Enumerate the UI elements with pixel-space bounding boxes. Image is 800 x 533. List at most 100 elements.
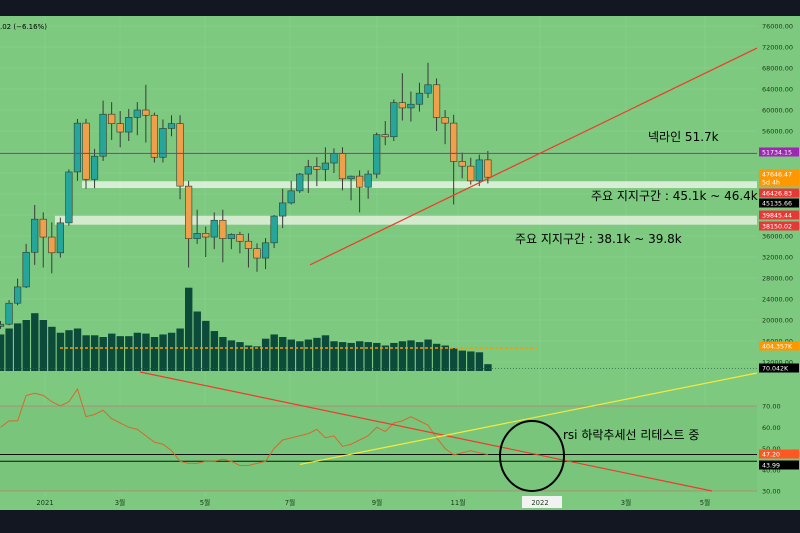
rsi-axis-label-bg bbox=[759, 449, 799, 459]
volume-bar bbox=[31, 313, 39, 371]
price-tick-label: 64000.00 bbox=[762, 86, 793, 94]
candle-body bbox=[125, 117, 133, 133]
candle-body bbox=[167, 123, 176, 129]
price-axis-label-bg bbox=[759, 188, 799, 198]
volume-bar bbox=[185, 287, 193, 371]
price-tick-label: 76000.00 bbox=[762, 23, 793, 31]
candle-body bbox=[90, 155, 99, 180]
volume-bar bbox=[244, 345, 253, 371]
price-tick-label: 32000.00 bbox=[762, 254, 793, 262]
candle-body bbox=[227, 234, 235, 239]
candle-body bbox=[193, 233, 201, 239]
candle-body bbox=[484, 159, 492, 178]
candle-body bbox=[270, 215, 278, 244]
volume-bar bbox=[99, 337, 107, 371]
candle-body bbox=[364, 173, 372, 188]
volume-bar bbox=[415, 342, 424, 371]
candle-body bbox=[176, 123, 184, 187]
time-tick-label: 3월 bbox=[621, 498, 632, 507]
volume-bar bbox=[82, 335, 90, 371]
bottom-bar bbox=[0, 510, 800, 533]
volume-bar bbox=[467, 351, 475, 371]
volume-bar bbox=[90, 335, 99, 371]
time-tick-label: 2022 bbox=[531, 499, 548, 507]
candle-body bbox=[65, 171, 73, 224]
volume-bar bbox=[176, 328, 184, 371]
volume-axis-label-bg bbox=[759, 363, 799, 373]
volume-bar bbox=[270, 334, 278, 371]
candle-body bbox=[48, 236, 56, 254]
rsi-tick-label: 30.00 bbox=[762, 488, 781, 496]
price-axis[interactable]: 76000.00 72000.00 68000.00 64000.00 60000.00… bbox=[757, 16, 800, 510]
time-tick-label: 2021 bbox=[36, 499, 53, 507]
volume-bar bbox=[484, 364, 492, 371]
volume-bar bbox=[475, 352, 484, 371]
header-change-text: .02 (−6.16%) bbox=[0, 23, 47, 31]
candle-body bbox=[210, 219, 218, 238]
rsi-line bbox=[0, 387, 488, 466]
candle-body bbox=[450, 122, 458, 162]
candle-body bbox=[14, 286, 22, 304]
candle-body bbox=[142, 109, 150, 116]
volume-bar bbox=[227, 340, 236, 371]
volume-bar bbox=[202, 320, 210, 371]
candle-body bbox=[5, 302, 13, 325]
volume-bar bbox=[432, 343, 441, 371]
rsi-pane bbox=[0, 371, 758, 492]
rsi-downtrend-line bbox=[139, 371, 713, 492]
candle-body bbox=[159, 128, 167, 158]
volume-bar bbox=[56, 332, 65, 371]
candle-body bbox=[261, 242, 270, 259]
candle-body bbox=[347, 175, 355, 180]
candle-body bbox=[150, 114, 159, 158]
volume-bar bbox=[347, 342, 355, 371]
price-axis-label: 46426.83 bbox=[762, 191, 792, 198]
volume-bar bbox=[65, 330, 73, 371]
rsi-tick-label: 50.00 bbox=[762, 445, 781, 453]
support1-annotation: 주요 지지구간 : 45.1k ~ 46.4k bbox=[591, 189, 758, 203]
candle-body bbox=[475, 159, 483, 182]
candle-body bbox=[236, 234, 244, 242]
candle-body bbox=[398, 102, 406, 109]
volume-axis-label: 70.042K bbox=[762, 366, 789, 373]
price-axis-label: 45135.66 bbox=[762, 201, 792, 208]
volume-bar bbox=[373, 342, 381, 371]
time-axis[interactable]: 2021 3월 5월 7월 9월 11월 2022 3월 5월 bbox=[0, 496, 757, 510]
candles bbox=[0, 62, 492, 329]
candle-body bbox=[373, 134, 381, 175]
time-axis-highlight bbox=[522, 496, 562, 508]
rsi-axis-label: 43.99 bbox=[762, 463, 780, 470]
volume-bar bbox=[364, 342, 372, 371]
candle-body bbox=[441, 117, 449, 124]
price-tick-label: 20000.00 bbox=[762, 317, 793, 325]
candle-body bbox=[82, 122, 90, 180]
volume-bar bbox=[381, 345, 390, 371]
volume-bar bbox=[48, 326, 56, 371]
volume-bar bbox=[125, 336, 133, 371]
volume-bar bbox=[304, 339, 313, 371]
rsi-circle-highlight bbox=[499, 420, 565, 492]
volume-bar bbox=[398, 341, 407, 371]
rsi-tick-label: 40.00 bbox=[762, 466, 781, 474]
candle-body bbox=[31, 218, 39, 253]
price-tick-label: 24000.00 bbox=[762, 296, 793, 304]
top-bar bbox=[0, 0, 800, 16]
volume-bar bbox=[150, 337, 159, 371]
price-axis-label: 39845.44 bbox=[762, 213, 792, 220]
volume-bars bbox=[0, 287, 757, 371]
candle-body bbox=[287, 190, 295, 204]
volume-bar bbox=[407, 340, 415, 371]
volume-bar bbox=[73, 328, 82, 371]
volume-axis-label-bg bbox=[759, 341, 799, 351]
volume-bar bbox=[108, 333, 116, 371]
price-tick-label: 28000.00 bbox=[762, 275, 793, 283]
rsi-note-annotation: rsi 하락추세선 리테스트 중 bbox=[563, 428, 699, 442]
price-axis-label: 5d 4h bbox=[762, 180, 780, 187]
volume-bar bbox=[313, 337, 321, 371]
price-tick-label: 60000.00 bbox=[762, 107, 793, 115]
time-tick-label: 5월 bbox=[200, 498, 211, 507]
rsi-axis-label-bg bbox=[759, 460, 799, 470]
support2-annotation: 주요 지지구간 : 38.1k ~ 39.8k bbox=[515, 232, 682, 246]
price-axis-label: 47646.47 bbox=[762, 172, 792, 179]
